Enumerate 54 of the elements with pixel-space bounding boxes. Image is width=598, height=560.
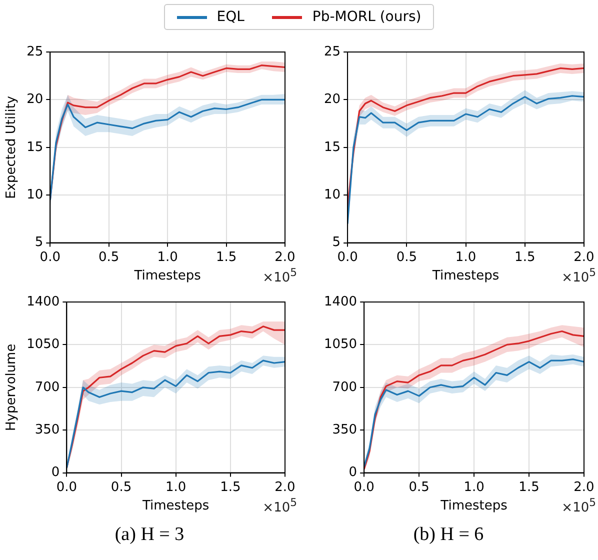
x-tick-label: 2.0 bbox=[274, 250, 296, 265]
x-tick-label: 2.0 bbox=[574, 250, 594, 265]
x-axis-title: Timesteps bbox=[440, 498, 508, 514]
y-tick-label: 700 bbox=[332, 380, 358, 395]
x-tick-label: 1.5 bbox=[216, 250, 237, 265]
y-tick-label: 700 bbox=[34, 380, 60, 395]
y-tick-label: 0 bbox=[348, 465, 358, 480]
x-tick-label: 1.5 bbox=[514, 250, 536, 265]
x-tick-label: 2.0 bbox=[574, 480, 594, 495]
y-tick-label: 10 bbox=[324, 187, 341, 202]
y-tick-label: 25 bbox=[26, 44, 44, 60]
x-tick-label: 0.5 bbox=[396, 250, 417, 265]
text: ×10$^{5}$ bbox=[562, 266, 596, 286]
y-tick-label: 10 bbox=[26, 187, 44, 202]
y-tick-label: 1400 bbox=[26, 294, 60, 310]
y-tick-label: 5 bbox=[332, 235, 341, 250]
y-tick-label: 350 bbox=[332, 422, 358, 438]
x-tick-label: 1.0 bbox=[464, 480, 484, 495]
x-tick-label: 1.0 bbox=[166, 480, 186, 495]
y-tick-label: 1400 bbox=[324, 294, 358, 310]
y-tick-label: 1050 bbox=[324, 337, 358, 352]
x-axis-title: Timesteps bbox=[133, 268, 202, 284]
x-tick-label: 0.0 bbox=[354, 480, 374, 495]
x-tick-label: 1.0 bbox=[455, 250, 476, 265]
text: (a) H = 3 bbox=[114, 524, 186, 546]
legend-label: Pb-MORL (ours) bbox=[312, 9, 422, 25]
x-tick-label: 0.5 bbox=[408, 480, 430, 495]
y-tick-label: 350 bbox=[34, 422, 60, 438]
text: (b) H = 6 bbox=[412, 524, 485, 546]
y-tick-label: 5 bbox=[34, 235, 44, 250]
x-axis-title: Timesteps bbox=[431, 268, 500, 284]
legend-label: EQL bbox=[216, 9, 244, 25]
text: ×10$^{5}$ bbox=[262, 266, 297, 286]
x-tick-label: 2.0 bbox=[274, 480, 296, 495]
y-tick-label: 1050 bbox=[26, 337, 60, 352]
y-tick-label: 20 bbox=[324, 92, 341, 108]
y-axis-title: Hypervolume bbox=[4, 344, 20, 432]
y-tick-label: 25 bbox=[324, 44, 341, 60]
x-tick-label: 0.5 bbox=[110, 480, 132, 495]
y-tick-label: 0 bbox=[51, 465, 60, 480]
x-tick-label: 0.0 bbox=[337, 250, 358, 265]
x-tick-label: 0.0 bbox=[56, 480, 78, 495]
y-tick-label: 20 bbox=[26, 92, 44, 108]
y-tick-label: 15 bbox=[324, 140, 341, 155]
text: ×10$^{5}$ bbox=[262, 496, 297, 516]
x-tick-label: 0.5 bbox=[98, 250, 120, 265]
text: ×10$^{5}$ bbox=[562, 496, 596, 516]
y-tick-label: 15 bbox=[26, 140, 44, 155]
x-axis-title: Timesteps bbox=[141, 498, 210, 514]
x-tick-label: 1.5 bbox=[220, 480, 241, 495]
x-tick-label: 1.5 bbox=[518, 480, 540, 495]
x-tick-label: 0.0 bbox=[40, 250, 60, 265]
x-tick-label: 1.0 bbox=[157, 250, 178, 265]
y-axis-title: Expected Utility bbox=[4, 96, 20, 199]
